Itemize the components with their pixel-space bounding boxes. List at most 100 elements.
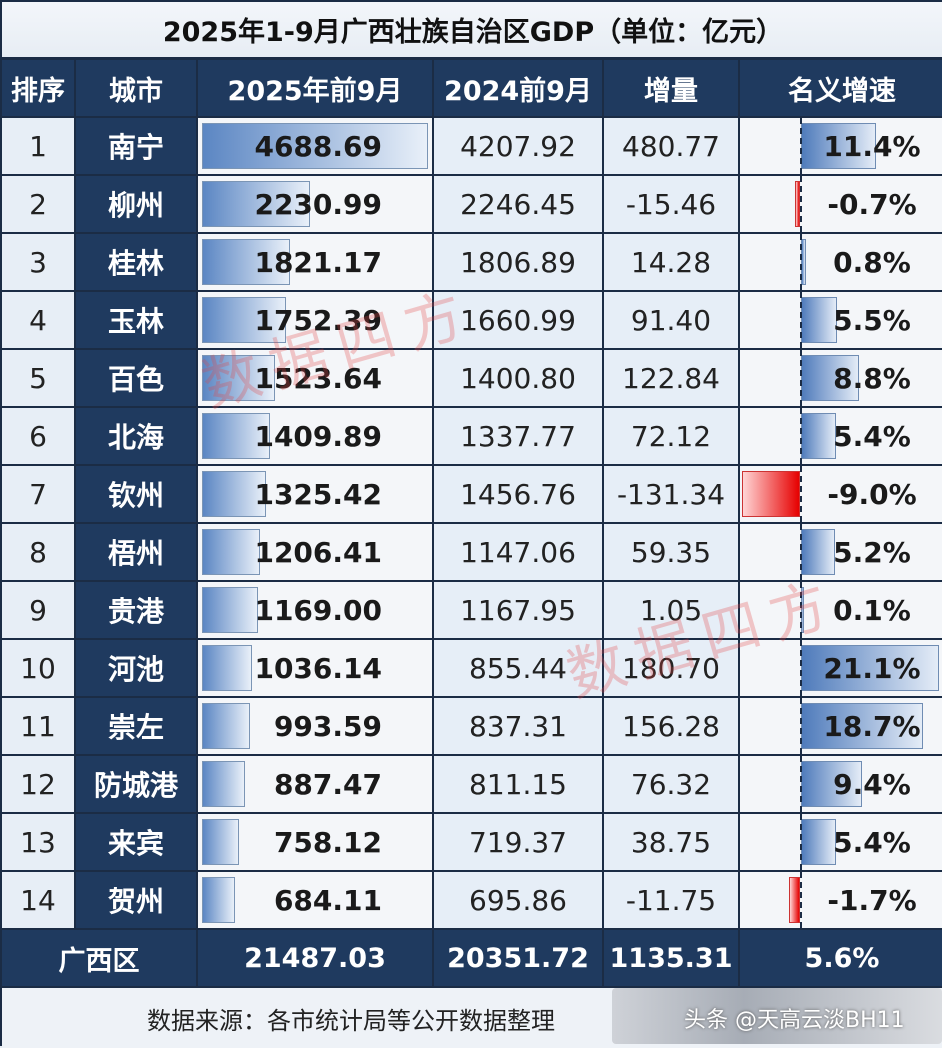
rank-cell: 13	[2, 814, 76, 870]
gdp-2025-value: 1523.64	[254, 361, 382, 395]
growth-cell: 5.4%	[740, 408, 942, 464]
gdp-2025-cell: 1409.89	[198, 408, 434, 464]
data-source: 数据来源：各市统计局等公开数据整理	[147, 1006, 555, 1035]
rank-cell: 10	[2, 640, 76, 696]
increment-cell: 76.32	[604, 756, 740, 812]
city-cell: 防城港	[76, 756, 198, 812]
rank-cell: 6	[2, 408, 76, 464]
gdp-2024-cell: 1167.95	[434, 582, 604, 638]
rank-cell: 5	[2, 350, 76, 406]
gdp-2025-cell: 4688.69	[198, 118, 434, 174]
table-title: 2025年1-9月广西壮族自治区GDP（单位：亿元）	[2, 2, 942, 60]
growth-cell: -0.7%	[740, 176, 942, 232]
city-cell: 北海	[76, 408, 198, 464]
table-row: 9 贵港 1169.00 1167.95 1.05 0.1%	[2, 582, 942, 640]
rank-cell: 7	[2, 466, 76, 522]
growth-cell: 0.1%	[740, 582, 942, 638]
increment-cell: 14.28	[604, 234, 740, 290]
gdp-2025-cell: 887.47	[198, 756, 434, 812]
zero-axis	[800, 872, 802, 928]
gdp-2025-value: 1752.39	[254, 303, 382, 337]
table-row: 6 北海 1409.89 1337.77 72.12 5.4%	[2, 408, 942, 466]
increment-cell: 122.84	[604, 350, 740, 406]
gdp-2025-value: 1821.17	[254, 245, 382, 279]
gdp-2024-cell: 1147.06	[434, 524, 604, 580]
gdp-2025-cell: 684.11	[198, 872, 434, 928]
growth-cell: 18.7%	[740, 698, 942, 754]
gdp-2025-value: 1409.89	[254, 419, 382, 453]
city-cell: 梧州	[76, 524, 198, 580]
table-row: 12 防城港 887.47 811.15 76.32 9.4%	[2, 756, 942, 814]
gdp-2025-value: 993.59	[273, 709, 382, 743]
rank-cell: 8	[2, 524, 76, 580]
gdp-2024-cell: 837.31	[434, 698, 604, 754]
table-header-row: 排序 城市 2025年前9月 2024前9月 增量 名义增速	[2, 60, 942, 118]
zero-axis	[800, 118, 802, 174]
table-row: 10 河池 1036.14 855.44 180.70 21.1%	[2, 640, 942, 698]
gdp-bar	[202, 413, 270, 459]
zero-axis	[800, 234, 802, 290]
gdp-2025-value: 1169.00	[254, 593, 382, 627]
gdp-bar	[202, 181, 310, 227]
gdp-2024-cell: 1337.77	[434, 408, 604, 464]
gdp-2025-value: 1325.42	[254, 477, 382, 511]
gdp-2025-value: 4688.69	[254, 129, 382, 163]
table-row: 3 桂林 1821.17 1806.89 14.28 0.8%	[2, 234, 942, 292]
table-row: 5 百色 1523.64 1400.80 122.84 8.8%	[2, 350, 942, 408]
gdp-2025-value: 684.11	[273, 883, 382, 917]
growth-value: 5.4%	[833, 825, 911, 859]
zero-axis	[800, 292, 802, 348]
table-row: 7 钦州 1325.42 1456.76 -131.34 -9.0%	[2, 466, 942, 524]
rank-cell: 1	[2, 118, 76, 174]
gdp-2025-value: 1206.41	[254, 535, 382, 569]
table-row: 4 玉林 1752.39 1660.99 91.40 5.5%	[2, 292, 942, 350]
city-cell: 钦州	[76, 466, 198, 522]
header-city: 城市	[76, 60, 198, 116]
total-gdp-2025: 21487.03	[198, 930, 434, 986]
table-row: 2 柳州 2230.99 2246.45 -15.46 -0.7%	[2, 176, 942, 234]
city-cell: 贺州	[76, 872, 198, 928]
growth-value: 0.1%	[833, 593, 911, 627]
zero-axis	[800, 466, 802, 522]
rank-cell: 4	[2, 292, 76, 348]
increment-cell: 59.35	[604, 524, 740, 580]
increment-cell: -11.75	[604, 872, 740, 928]
growth-bar-positive	[801, 645, 939, 691]
rank-cell: 12	[2, 756, 76, 812]
increment-cell: -131.34	[604, 466, 740, 522]
city-cell: 百色	[76, 350, 198, 406]
gdp-bar	[202, 239, 290, 285]
growth-cell: 9.4%	[740, 756, 942, 812]
gdp-2025-value: 887.47	[273, 767, 382, 801]
gdp-2024-cell: 1400.80	[434, 350, 604, 406]
increment-cell: -15.46	[604, 176, 740, 232]
gdp-bar	[202, 355, 275, 401]
total-label: 广西区	[2, 930, 198, 986]
increment-cell: 91.40	[604, 292, 740, 348]
rank-cell: 11	[2, 698, 76, 754]
gdp-bar	[202, 587, 258, 633]
table-row: 8 梧州 1206.41 1147.06 59.35 5.2%	[2, 524, 942, 582]
total-growth: 5.6%	[804, 942, 880, 974]
gdp-2024-cell: 855.44	[434, 640, 604, 696]
zero-axis	[800, 640, 802, 696]
table-row: 14 贺州 684.11 695.86 -11.75 -1.7%	[2, 872, 942, 930]
increment-cell: 156.28	[604, 698, 740, 754]
zero-axis	[800, 408, 802, 464]
gdp-table: 排序 城市 2025年前9月 2024前9月 增量 名义增速 1 南宁 4688.6…	[2, 60, 942, 988]
gdp-2025-cell: 758.12	[198, 814, 434, 870]
growth-cell: 21.1%	[740, 640, 942, 696]
gdp-bar	[202, 761, 245, 807]
gdp-bar	[202, 297, 286, 343]
growth-value: 8.8%	[833, 361, 911, 395]
gdp-2025-cell: 1036.14	[198, 640, 434, 696]
zero-axis	[800, 524, 802, 580]
city-cell: 玉林	[76, 292, 198, 348]
gdp-2025-value: 1036.14	[254, 651, 382, 685]
gdp-bar	[202, 123, 428, 169]
gdp-bar	[202, 645, 252, 691]
blurred-overlay	[612, 988, 942, 1044]
rank-cell: 14	[2, 872, 76, 928]
gdp-2024-cell: 1456.76	[434, 466, 604, 522]
